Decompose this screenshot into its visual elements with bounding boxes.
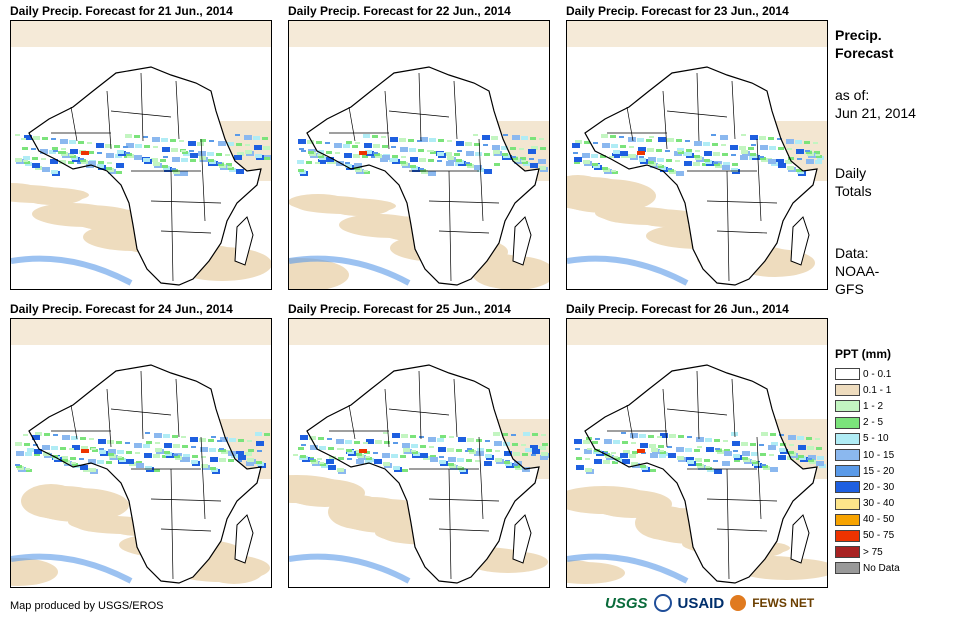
legend-swatch [835, 400, 860, 413]
usaid-logo: USAID [677, 594, 725, 612]
legend-item: 10 - 15 [835, 447, 900, 463]
legend-label: 10 - 15 [863, 449, 895, 461]
precip-map [566, 318, 828, 588]
legend-label: 0 - 0.1 [863, 368, 892, 380]
legend-item: 15 - 20 [835, 463, 900, 479]
legend-label: No Data [863, 562, 900, 574]
legend-label: 1 - 2 [863, 400, 884, 412]
as-of-date: Jun 21, 2014 [835, 105, 916, 121]
legend-item: 1 - 2 [835, 398, 900, 414]
legend-swatch [835, 432, 860, 445]
legend-item: 5 - 10 [835, 431, 900, 447]
legend-item: 50 - 75 [835, 528, 900, 544]
legend-swatch [835, 529, 860, 542]
sidebar-heading-2: Forecast [835, 45, 894, 61]
precip-map [10, 20, 272, 290]
precip-map [288, 20, 550, 290]
legend-swatch [835, 546, 860, 559]
usgs-logo: USGS [605, 594, 648, 612]
daily-label: Daily [835, 165, 867, 181]
legend-label: 30 - 40 [863, 498, 895, 510]
legend-item: 40 - 50 [835, 512, 900, 528]
legend-label: 5 - 10 [863, 433, 889, 445]
panel-title: Daily Precip. Forecast for 24 Jun., 2014 [10, 302, 233, 316]
seal-icon [653, 594, 672, 612]
legend-swatch [835, 368, 860, 381]
legend-swatch [835, 384, 860, 397]
precip-map [566, 20, 828, 290]
legend-label: 20 - 30 [863, 481, 895, 493]
totals-label: Totals [835, 183, 872, 199]
logo-strip: USGS USAID FEWS NET [605, 594, 814, 612]
legend-item: 0.1 - 1 [835, 382, 900, 398]
legend-item: 30 - 40 [835, 496, 900, 512]
panel-title: Daily Precip. Forecast for 26 Jun., 2014 [566, 302, 789, 316]
precip-map [10, 318, 272, 588]
legend-item: > 75 [835, 544, 900, 560]
legend-item: 20 - 30 [835, 479, 900, 495]
legend-label: > 75 [863, 546, 883, 558]
as-of-label: as of: [835, 87, 870, 103]
map-credit: Map produced by USGS/EROS [10, 600, 164, 612]
legend-swatch [835, 416, 860, 429]
legend-label: 15 - 20 [863, 465, 895, 477]
legend-title: PPT (mm) [835, 347, 892, 361]
fews-emblem-icon [730, 595, 747, 611]
data-source-1: NOAA- [835, 263, 880, 279]
precip-map [288, 318, 550, 588]
legend-swatch [835, 465, 860, 478]
legend-swatch [835, 449, 860, 462]
data-label: Data: [835, 245, 869, 261]
legend-item: 2 - 5 [835, 415, 900, 431]
data-source-2: GFS [835, 281, 864, 297]
legend-label: 40 - 50 [863, 514, 895, 526]
legend-swatch [835, 481, 860, 494]
legend-item: 0 - 0.1 [835, 366, 900, 382]
panel-title: Daily Precip. Forecast for 21 Jun., 2014 [10, 4, 233, 18]
sidebar-heading-1: Precip. [835, 27, 882, 43]
legend-item: No Data [835, 560, 900, 576]
legend-label: 2 - 5 [863, 417, 884, 429]
panel-title: Daily Precip. Forecast for 25 Jun., 2014 [288, 302, 511, 316]
panel-title: Daily Precip. Forecast for 23 Jun., 2014 [566, 4, 789, 18]
legend-swatch [835, 497, 860, 510]
legend-swatch [835, 513, 860, 526]
legend-label: 0.1 - 1 [863, 384, 892, 396]
legend: 0 - 0.1 0.1 - 1 1 - 2 2 - 5 5 - 10 10 - 15 15 … [835, 366, 900, 576]
legend-label: 50 - 75 [863, 530, 895, 542]
fews-net-logo: FEWS NET [752, 596, 815, 610]
panel-title: Daily Precip. Forecast for 22 Jun., 2014 [288, 4, 511, 18]
legend-swatch [835, 562, 860, 575]
